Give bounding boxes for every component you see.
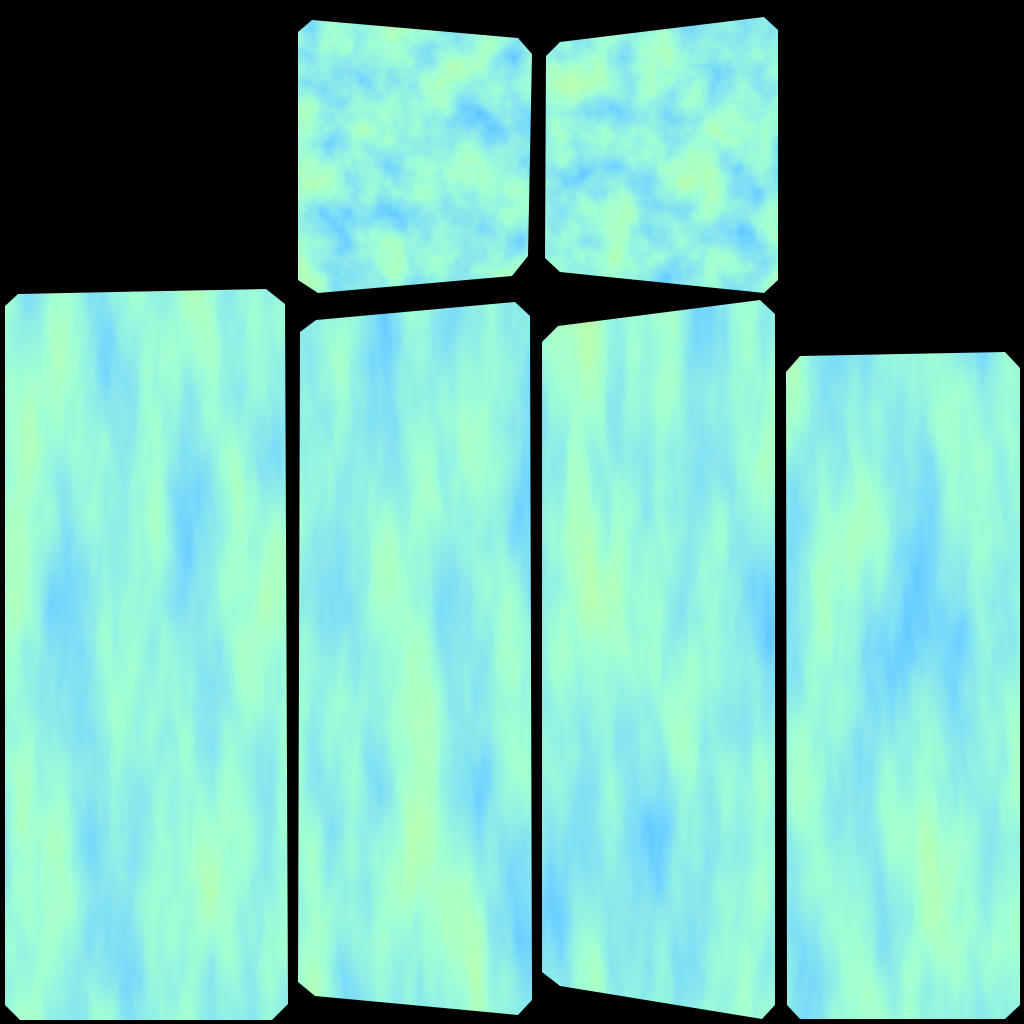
panel-1 [5,289,288,1020]
tile-top-right [545,17,778,293]
texture [5,289,288,1020]
tile-top-left [298,20,532,293]
panel-2 [298,302,532,1015]
texture [542,300,775,1019]
panel-3 [542,300,775,1019]
texture [298,302,532,1015]
texture [545,17,778,293]
panel-4 [786,352,1020,1019]
texture [298,20,532,293]
texture [786,352,1020,1019]
